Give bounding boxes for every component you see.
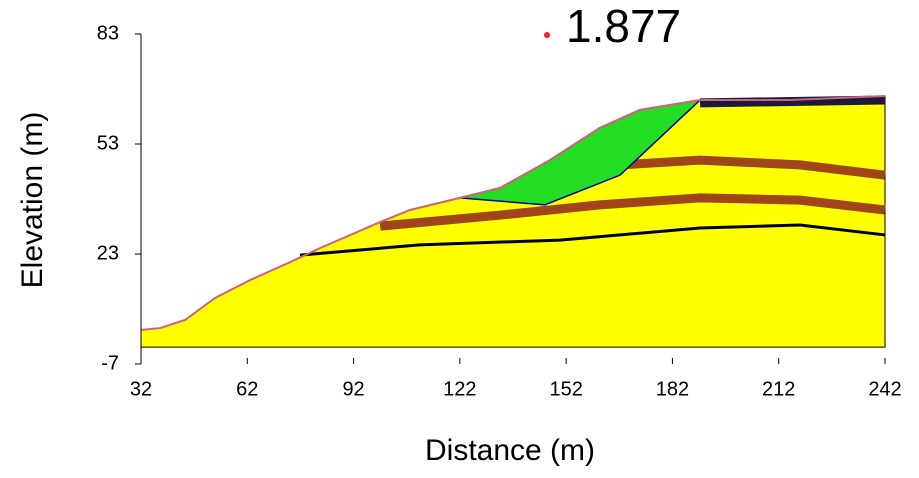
factor-point (544, 32, 550, 38)
x-tick-label: 152 (549, 378, 582, 400)
factor-label: 1.877 (566, 0, 681, 52)
x-tick-label: 32 (130, 378, 152, 400)
y-axis-title: Elevation (m) (16, 112, 49, 289)
x-axis-title: Distance (m) (425, 434, 595, 467)
x-tick-label: 242 (868, 378, 901, 400)
y-tick-label: -7 (101, 352, 119, 374)
page: 1.877 Distance (m) Elevation (m) 83 53 23 -… (0, 0, 919, 478)
y-tick-label: 83 (97, 22, 119, 44)
x-tick-label: 182 (656, 378, 689, 400)
y-tick-label: 23 (97, 242, 119, 264)
x-tick-label: 122 (443, 378, 476, 400)
x-tick-label: 62 (236, 378, 258, 400)
x-tick-label: 212 (762, 378, 795, 400)
chart: 1.877 Distance (m) Elevation (m) 83 53 23 -… (0, 0, 919, 473)
soil-body (141, 96, 885, 347)
y-tick-label: 53 (97, 132, 119, 154)
x-tick-label: 92 (342, 378, 364, 400)
